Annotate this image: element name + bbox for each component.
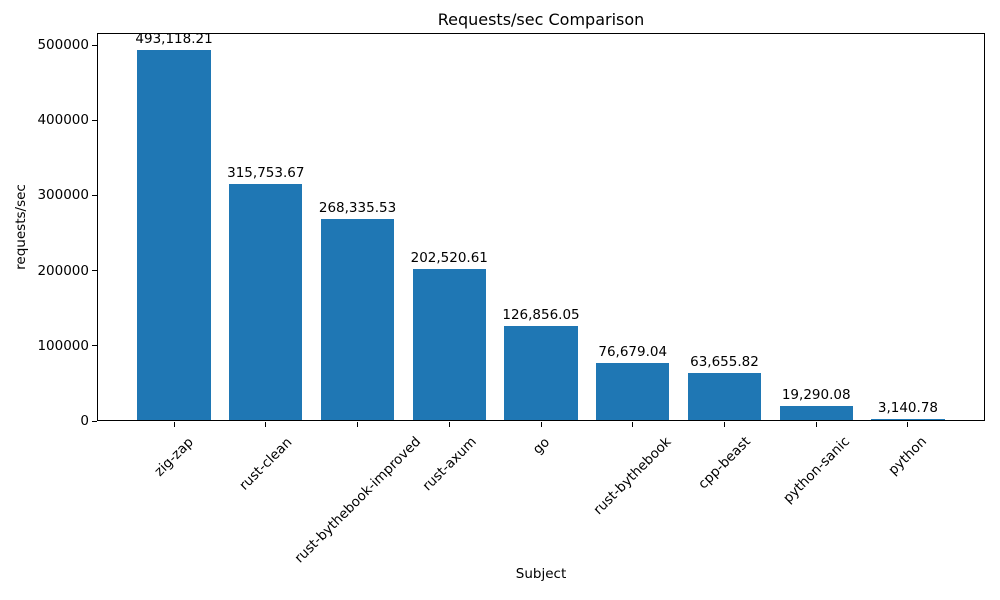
x-tick-label: cpp-beast (695, 434, 754, 493)
bar-zig-zap (137, 50, 211, 420)
y-tick-mark (92, 44, 97, 46)
x-tick-label: python (885, 433, 931, 479)
bar-value-label: 19,290.08 (781, 387, 851, 404)
y-tick-label: 400000 (37, 112, 89, 129)
bar-python (871, 418, 945, 420)
chart-title: Requests/sec Comparison (437, 10, 645, 29)
bar-value-label: 3,140.78 (877, 399, 938, 416)
y-axis-title: requests/sec (12, 184, 29, 270)
x-tick-mark (723, 422, 725, 427)
bar-go (504, 325, 578, 420)
x-axis-title: Subject (515, 566, 567, 582)
y-tick-mark (92, 420, 97, 422)
bar-value-label: 315,753.67 (227, 164, 305, 181)
x-tick-label: rust-bythebook-improved (290, 434, 424, 567)
x-tick-label: rust-bythebook (590, 434, 675, 519)
y-tick-label: 500000 (37, 37, 89, 54)
bar-rust-axum (412, 268, 486, 420)
bar-rust-clean (229, 183, 303, 420)
bar-value-label: 202,520.61 (410, 249, 488, 266)
x-tick-label: rust-axum (419, 433, 480, 495)
bar-cpp-beast (687, 373, 762, 420)
bar-rust-bythebook-improved (320, 219, 395, 420)
y-tick-mark (92, 345, 97, 347)
bar-value-label: 63,655.82 (690, 354, 759, 371)
x-tick-label: go (529, 434, 553, 458)
bar-value-label: 76,679.04 (598, 344, 668, 361)
y-tick-mark (92, 270, 97, 272)
bar-value-label: 493,118.21 (135, 31, 213, 48)
x-tick-label: rust-clean (236, 434, 296, 494)
x-tick-mark (907, 422, 909, 427)
y-tick-label: 300000 (37, 187, 89, 204)
x-tick-mark (540, 422, 542, 427)
x-tick-mark (265, 422, 267, 427)
x-tick-mark (815, 422, 817, 427)
y-tick-mark (92, 194, 97, 196)
bar-python-sanic (779, 406, 853, 420)
y-tick-label: 200000 (37, 262, 89, 279)
bar-value-label: 268,335.53 (318, 200, 397, 217)
bar-rust-bythebook (596, 363, 670, 420)
y-tick-label: 0 (80, 413, 89, 429)
x-tick-mark (448, 422, 450, 427)
bar-value-label: 126,856.05 (502, 306, 580, 323)
x-tick-mark (632, 422, 634, 427)
x-tick-label: python-sanic (779, 433, 853, 507)
y-tick-mark (92, 119, 97, 121)
y-tick-label: 100000 (37, 337, 89, 354)
x-tick-label: zig-zap (151, 433, 197, 480)
x-tick-mark (173, 422, 175, 427)
x-tick-mark (357, 422, 359, 427)
